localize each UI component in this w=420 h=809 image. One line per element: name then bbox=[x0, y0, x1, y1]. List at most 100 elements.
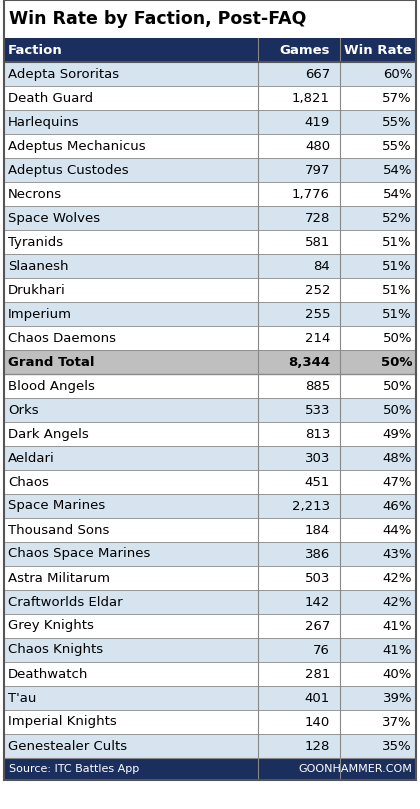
Text: Blood Angels: Blood Angels bbox=[8, 379, 95, 392]
Text: 51%: 51% bbox=[382, 260, 412, 273]
Bar bbox=[4, 38, 416, 62]
Text: 46%: 46% bbox=[383, 499, 412, 512]
Bar bbox=[4, 686, 416, 710]
Bar bbox=[4, 62, 416, 86]
Text: 44%: 44% bbox=[383, 523, 412, 536]
Bar bbox=[4, 134, 416, 158]
Bar bbox=[4, 182, 416, 206]
Text: 50%: 50% bbox=[381, 355, 412, 369]
Text: Necrons: Necrons bbox=[8, 188, 62, 201]
Text: 40%: 40% bbox=[383, 667, 412, 680]
Text: 84: 84 bbox=[313, 260, 330, 273]
Text: 43%: 43% bbox=[383, 548, 412, 561]
Text: Tyranids: Tyranids bbox=[8, 235, 63, 248]
Text: 54%: 54% bbox=[383, 163, 412, 176]
Bar bbox=[4, 302, 416, 326]
Text: Slaanesh: Slaanesh bbox=[8, 260, 68, 273]
Text: 76: 76 bbox=[313, 643, 330, 656]
Bar bbox=[4, 158, 416, 182]
Text: 47%: 47% bbox=[383, 476, 412, 489]
Text: 140: 140 bbox=[305, 715, 330, 728]
Bar bbox=[4, 710, 416, 734]
Text: GOONHAMMER.COM: GOONHAMMER.COM bbox=[298, 764, 412, 774]
Text: 48%: 48% bbox=[383, 451, 412, 464]
Bar bbox=[4, 110, 416, 134]
Text: 503: 503 bbox=[304, 571, 330, 584]
Text: 57%: 57% bbox=[382, 91, 412, 104]
Text: 2,213: 2,213 bbox=[292, 499, 330, 512]
Text: 142: 142 bbox=[304, 595, 330, 608]
Text: Aeldari: Aeldari bbox=[8, 451, 55, 464]
Text: 255: 255 bbox=[304, 307, 330, 320]
Bar bbox=[4, 374, 416, 398]
Bar bbox=[4, 326, 416, 350]
Text: 401: 401 bbox=[305, 692, 330, 705]
Bar bbox=[4, 662, 416, 686]
Text: 386: 386 bbox=[305, 548, 330, 561]
Bar bbox=[4, 230, 416, 254]
Text: 813: 813 bbox=[304, 427, 330, 440]
Bar bbox=[4, 470, 416, 494]
Text: 1,776: 1,776 bbox=[292, 188, 330, 201]
Text: 533: 533 bbox=[304, 404, 330, 417]
Text: 281: 281 bbox=[304, 667, 330, 680]
Text: Space Wolves: Space Wolves bbox=[8, 211, 100, 225]
Text: Games: Games bbox=[279, 44, 330, 57]
Text: 42%: 42% bbox=[383, 595, 412, 608]
Bar bbox=[4, 590, 416, 614]
Bar bbox=[4, 86, 416, 110]
Text: 51%: 51% bbox=[382, 283, 412, 297]
Text: 480: 480 bbox=[305, 139, 330, 153]
Text: Imperium: Imperium bbox=[8, 307, 72, 320]
Text: Chaos: Chaos bbox=[8, 476, 49, 489]
Text: 51%: 51% bbox=[382, 235, 412, 248]
Bar bbox=[4, 614, 416, 638]
Text: Chaos Space Marines: Chaos Space Marines bbox=[8, 548, 150, 561]
Text: Dark Angels: Dark Angels bbox=[8, 427, 89, 440]
Text: 35%: 35% bbox=[382, 739, 412, 752]
Text: 50%: 50% bbox=[383, 332, 412, 345]
Text: Harlequins: Harlequins bbox=[8, 116, 80, 129]
Bar bbox=[4, 542, 416, 566]
Bar bbox=[4, 422, 416, 446]
Bar bbox=[4, 206, 416, 230]
Bar bbox=[4, 518, 416, 542]
Text: 419: 419 bbox=[305, 116, 330, 129]
Text: 51%: 51% bbox=[382, 307, 412, 320]
Text: 797: 797 bbox=[304, 163, 330, 176]
Text: 60%: 60% bbox=[383, 67, 412, 81]
Text: 50%: 50% bbox=[383, 379, 412, 392]
Text: 303: 303 bbox=[304, 451, 330, 464]
Text: 184: 184 bbox=[305, 523, 330, 536]
Text: 39%: 39% bbox=[383, 692, 412, 705]
Bar bbox=[4, 254, 416, 278]
Text: 1,821: 1,821 bbox=[292, 91, 330, 104]
Bar bbox=[4, 494, 416, 518]
Text: Thousand Sons: Thousand Sons bbox=[8, 523, 109, 536]
Text: Source: ITC Battles App: Source: ITC Battles App bbox=[9, 764, 139, 774]
Text: Win Rate by Faction, Post-FAQ: Win Rate by Faction, Post-FAQ bbox=[9, 10, 306, 28]
Text: 451: 451 bbox=[304, 476, 330, 489]
Text: 885: 885 bbox=[305, 379, 330, 392]
Text: Chaos Knights: Chaos Knights bbox=[8, 643, 103, 656]
Text: Grey Knights: Grey Knights bbox=[8, 620, 94, 633]
Bar bbox=[4, 638, 416, 662]
Text: 55%: 55% bbox=[382, 139, 412, 153]
Text: Death Guard: Death Guard bbox=[8, 91, 93, 104]
Text: Space Marines: Space Marines bbox=[8, 499, 105, 512]
Text: 50%: 50% bbox=[383, 404, 412, 417]
Text: Chaos Daemons: Chaos Daemons bbox=[8, 332, 116, 345]
Bar bbox=[4, 734, 416, 758]
Text: Adeptus Mechanicus: Adeptus Mechanicus bbox=[8, 139, 146, 153]
Text: Imperial Knights: Imperial Knights bbox=[8, 715, 117, 728]
Text: 41%: 41% bbox=[383, 620, 412, 633]
Text: 8,344: 8,344 bbox=[288, 355, 330, 369]
Text: Adepta Sororitas: Adepta Sororitas bbox=[8, 67, 119, 81]
Bar bbox=[4, 758, 416, 780]
Text: 41%: 41% bbox=[383, 643, 412, 656]
Bar bbox=[4, 566, 416, 590]
Bar bbox=[4, 0, 416, 38]
Text: Drukhari: Drukhari bbox=[8, 283, 66, 297]
Text: 667: 667 bbox=[305, 67, 330, 81]
Text: 252: 252 bbox=[304, 283, 330, 297]
